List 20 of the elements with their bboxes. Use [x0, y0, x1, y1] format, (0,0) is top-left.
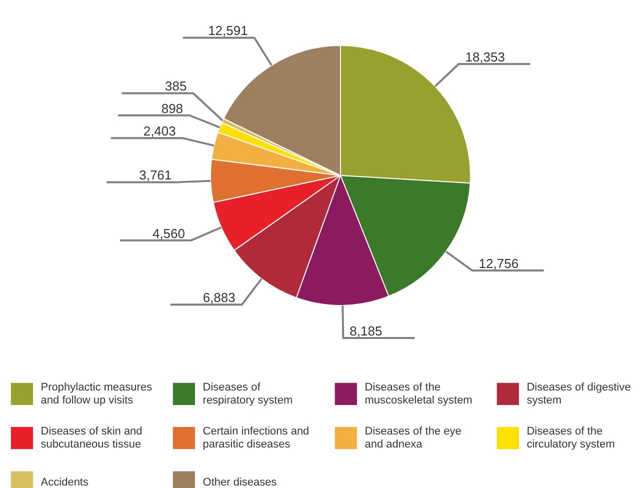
data-label: 385 — [165, 78, 187, 94]
legend-label: Accidents — [40, 476, 89, 488]
data-label: 898 — [161, 100, 184, 116]
legend-label: Diseases of the eye and adnexa — [364, 426, 462, 451]
data-label: 18,353 — [465, 49, 505, 64]
legend-label: Diseases of respiratory system — [202, 381, 293, 406]
legend-label: Prophylactic measures and follow up visits — [40, 381, 153, 406]
legend-label: Other diseases — [202, 476, 278, 488]
legend-label: Diseases of the muscoskeletal system — [364, 381, 472, 406]
legend-label: Diseases of the circulatory system — [526, 426, 615, 451]
data-label: 2,403 — [143, 123, 176, 138]
data-label: 12,591 — [208, 23, 248, 38]
legend-label: Certain infections and parasitic diseases — [202, 426, 310, 451]
data-label: 8,185 — [350, 323, 382, 338]
legend-label: Diseases of digestive system — [526, 381, 631, 406]
data-label: 4,560 — [152, 226, 186, 241]
data-label: 3,761 — [139, 168, 172, 183]
data-label: 12,756 — [478, 256, 519, 271]
legend-label: Diseases of skin and subcutaneous tissue — [40, 426, 142, 451]
data-label: 6,883 — [202, 290, 236, 306]
